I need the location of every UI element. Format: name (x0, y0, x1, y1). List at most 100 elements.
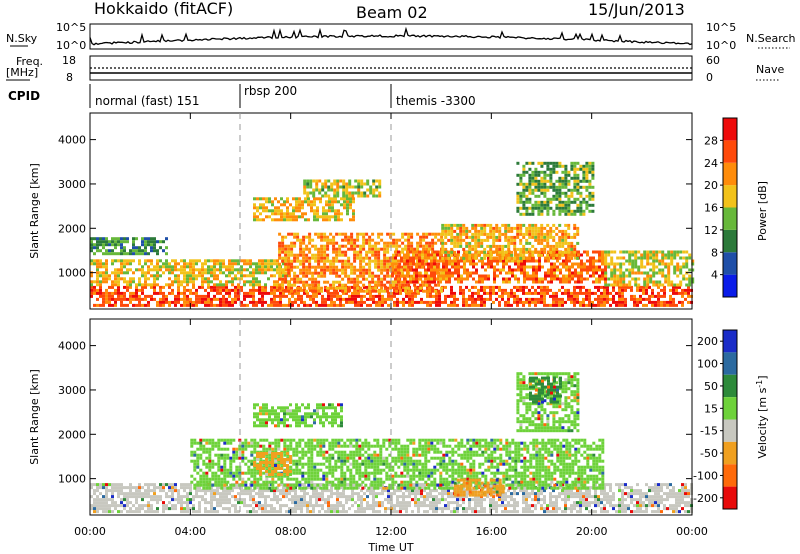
power-cell (574, 262, 577, 266)
power-cell (293, 244, 297, 248)
power-cell (90, 291, 93, 295)
power-cell (486, 232, 490, 236)
power-cell (556, 250, 559, 254)
power-cell (489, 291, 492, 295)
power-cell (314, 277, 318, 281)
power-cell (398, 274, 402, 278)
power-cell (290, 277, 294, 281)
power-cell (287, 268, 291, 272)
power-cell (231, 265, 234, 269)
power-cell (356, 280, 360, 284)
power-cell (363, 294, 366, 298)
power-cell (585, 185, 589, 189)
power-cell (120, 297, 123, 301)
power-cell (350, 247, 354, 251)
power-cell (365, 256, 369, 260)
power-cell (256, 209, 259, 213)
power-cell (564, 288, 567, 292)
power-cell (114, 283, 117, 287)
power-cell (425, 283, 429, 287)
power-cell (313, 203, 316, 207)
power-cell (279, 294, 282, 298)
velocity-cell (330, 489, 333, 493)
power-cell (437, 280, 441, 284)
power-cell (406, 256, 409, 260)
velocity-cell (336, 501, 339, 505)
power-cell (207, 283, 210, 287)
power-cell (442, 268, 445, 272)
velocity-cell (453, 507, 456, 511)
power-cell (513, 226, 517, 230)
power-cell (471, 300, 474, 304)
velocity-cell (327, 489, 330, 493)
power-cell (546, 185, 550, 189)
power-cell (300, 288, 303, 292)
power-cell (453, 229, 457, 233)
power-cell (507, 253, 511, 257)
power-cell (96, 240, 99, 244)
power-cell (514, 253, 517, 257)
power-cell (342, 291, 345, 295)
power-cell (284, 247, 288, 251)
power-cell (372, 179, 376, 183)
power-cell (328, 218, 331, 222)
velocity-cell (273, 510, 276, 514)
power-cell (504, 226, 508, 230)
velocity-cell (114, 483, 117, 487)
velocity-cell (90, 486, 93, 490)
power-cell (111, 297, 114, 301)
power-cell (213, 262, 216, 266)
power-cell (495, 291, 498, 295)
power-cell (418, 256, 421, 260)
power-cell (256, 218, 259, 222)
power-cell (529, 274, 532, 278)
power-cell (621, 303, 624, 307)
power-cell (111, 291, 114, 295)
power-cell (399, 291, 402, 295)
power-cell (558, 250, 562, 254)
power-cell (582, 300, 585, 304)
power-cell (278, 247, 282, 251)
velocity-cell (318, 510, 321, 514)
power-cell (346, 212, 349, 216)
power-cell (451, 265, 454, 269)
power-cell (292, 206, 295, 210)
power-cell (298, 215, 301, 219)
velocity-cell (96, 486, 99, 490)
power-cell (302, 253, 306, 257)
velocity-cell (357, 492, 360, 496)
power-cell (429, 294, 432, 298)
power-cell (165, 283, 168, 287)
power-cell (456, 223, 460, 227)
velocity-cell (123, 498, 126, 502)
power-cell (591, 191, 595, 195)
velocity-cell (255, 504, 258, 508)
power-cell (147, 265, 150, 269)
power-cell (472, 271, 475, 275)
power-cell (252, 277, 255, 281)
power-cell (132, 237, 135, 241)
velocity-cell (111, 492, 114, 496)
velocity-cell (300, 489, 303, 493)
power-cell (453, 235, 457, 239)
power-cell (462, 297, 465, 301)
power-cell (573, 226, 577, 230)
velocity-cell (288, 510, 291, 514)
power-cell (96, 277, 99, 281)
velocity-cell (144, 510, 147, 514)
power-cell (576, 297, 579, 301)
power-cell (391, 274, 394, 278)
velocity-cell (96, 489, 99, 493)
power-cell (369, 291, 372, 295)
power-cell (286, 209, 289, 213)
power-cell (675, 291, 678, 295)
power-cell (234, 297, 237, 301)
power-cell (377, 250, 381, 254)
power-cell (529, 259, 532, 263)
power-cell (528, 303, 531, 307)
power-cell (174, 294, 177, 298)
velocity-cell (240, 498, 243, 502)
power-cell (439, 277, 442, 281)
power-cell (219, 265, 222, 269)
power-cell (168, 271, 171, 275)
